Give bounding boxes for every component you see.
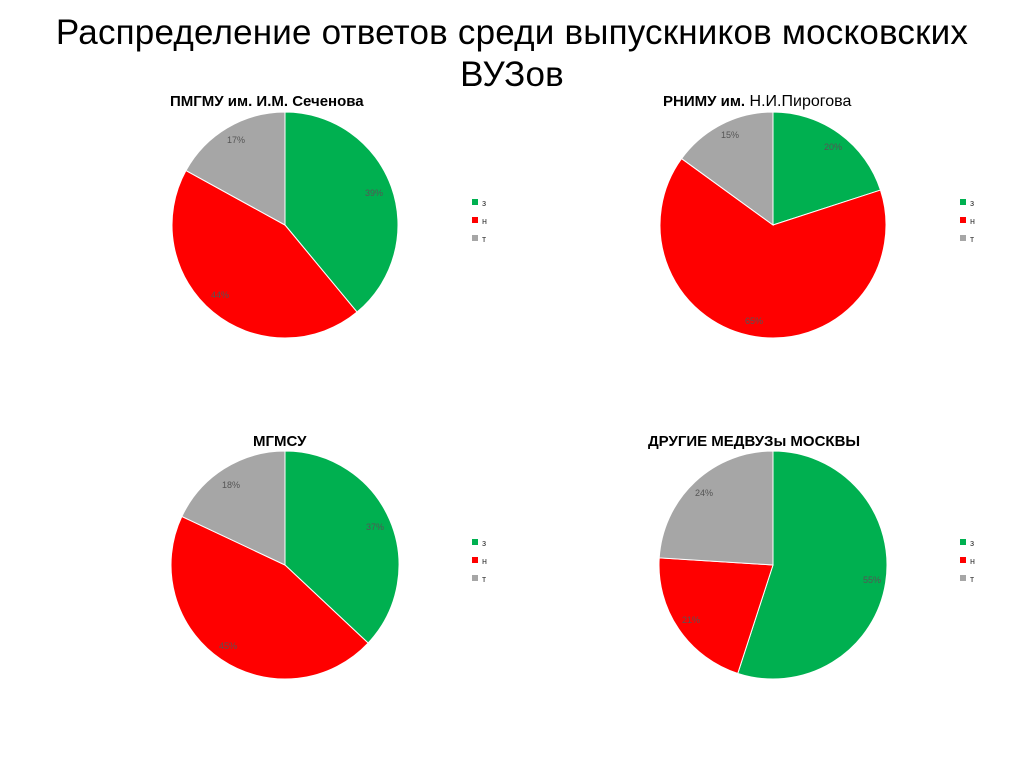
pie-slice-з: [284, 450, 400, 644]
data-label-т: 24%: [695, 488, 713, 498]
legend: знт: [960, 198, 975, 244]
data-label-т: 18%: [222, 480, 240, 490]
legend: знт: [472, 198, 487, 244]
legend-swatch-з: [472, 199, 478, 205]
legend-label-з: з: [482, 198, 486, 208]
chart-title: ПМГМУ им. И.М. Сеченова: [170, 93, 364, 110]
legend-label-з: з: [970, 198, 974, 208]
pie-slice-н: [658, 557, 774, 675]
data-label-н: 44%: [211, 290, 229, 300]
legend: знт: [472, 538, 487, 584]
pie-chart-2: РНИМУ им. Н.И.Пирогова 20% 65% 15% знт: [659, 93, 975, 339]
legend-label-н: н: [970, 556, 975, 566]
chart-title: МГМСУ: [253, 433, 307, 450]
pie-slice-т: [658, 450, 774, 566]
legend-swatch-н: [472, 557, 478, 563]
legend-swatch-з: [472, 539, 478, 545]
legend-label-т: т: [970, 234, 974, 244]
pie-slice-з: [284, 111, 399, 313]
legend-label-з: з: [970, 538, 974, 548]
data-label-н: 45%: [219, 641, 237, 651]
chart-title: РНИМУ им. Н.И.Пирогова: [663, 93, 851, 110]
slide-title: Распределение ответов среди выпускников …: [55, 13, 969, 94]
legend-swatch-т: [472, 235, 478, 241]
chart-title: ДРУГИЕ МЕДВУЗы МОСКВЫ: [648, 433, 860, 450]
pie-chart-3: МГМСУ 37% 45% 18% знт: [170, 433, 487, 680]
legend: знт: [960, 538, 975, 584]
pie-slice-н: [171, 169, 358, 339]
pie-chart-4: ДРУГИЕ МЕДВУЗы МОСКВЫ 55% 21% 24% знт: [648, 433, 975, 680]
pie-slice-т: [181, 450, 286, 566]
pie-slice-н: [170, 515, 369, 680]
pie-slice-з: [772, 111, 882, 226]
pie-chart-1: ПМГМУ им. И.М. Сеченова 39% 44% 17% знт: [170, 93, 487, 339]
legend-swatch-н: [960, 217, 966, 223]
data-label-т: 17%: [227, 135, 245, 145]
legend-swatch-н: [960, 557, 966, 563]
data-label-з: 37%: [366, 522, 384, 532]
legend-label-т: т: [482, 574, 486, 584]
pie-slice-т: [185, 111, 286, 226]
data-label-т: 15%: [721, 130, 739, 140]
data-label-н: 65%: [745, 316, 763, 326]
legend-label-т: т: [482, 234, 486, 244]
legend-swatch-т: [960, 575, 966, 581]
data-label-з: 55%: [863, 575, 881, 585]
legend-swatch-з: [960, 199, 966, 205]
data-label-н: 21%: [682, 615, 700, 625]
pie-slice-н: [659, 157, 887, 339]
legend-swatch-т: [960, 235, 966, 241]
data-label-з: 20%: [824, 142, 842, 152]
legend-label-з: з: [482, 538, 486, 548]
data-label-з: 39%: [365, 188, 383, 198]
legend-swatch-з: [960, 539, 966, 545]
legend-label-н: н: [482, 216, 487, 226]
pie-slice-т: [680, 111, 774, 226]
legend-swatch-н: [472, 217, 478, 223]
chart-title-suffix: Н.И.Пирогова: [745, 93, 851, 110]
legend-label-т: т: [970, 574, 974, 584]
legend-swatch-т: [472, 575, 478, 581]
legend-label-н: н: [970, 216, 975, 226]
legend-label-н: н: [482, 556, 487, 566]
pie-slice-з: [737, 450, 888, 680]
